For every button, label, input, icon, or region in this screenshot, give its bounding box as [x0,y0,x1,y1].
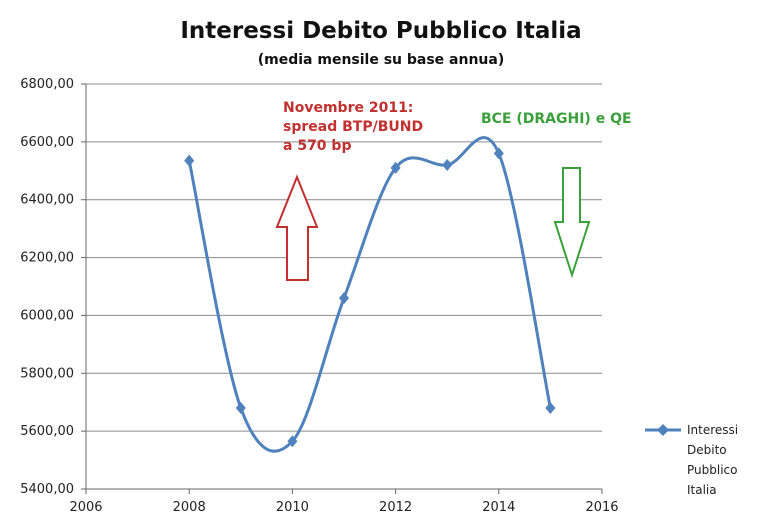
series-line [187,136,552,453]
x-tick-label: 2016 [585,500,618,515]
legend: Interessi Debito Pubblico Italia [645,423,738,497]
x-tick-labels: 2006 2008 2010 2012 2014 2016 [69,500,618,515]
green-annotation-text: BCE (DRAGHI) e QE [481,111,632,127]
data-point [442,159,453,171]
y-tick-label: 5800,00 [20,366,74,381]
y-tick-label: 5600,00 [20,424,74,439]
data-point [545,402,556,414]
green-annotation: BCE (DRAGHI) e QE [481,111,632,279]
series-layer [184,136,556,453]
red-annotation: Novembre 2011: spread BTP/BUND a 570 bp [275,100,423,281]
red-annotation-line-1: Novembre 2011: [283,100,413,116]
legend-label-line-1: Interessi [687,423,738,437]
y-tick-labels: 5400,00 5600,00 5800,00 6000,00 6200,00 6400,… [20,77,74,497]
y-tick-label: 6000,00 [20,308,74,323]
chart-title: Interessi Debito Pubblico Italia [180,18,581,44]
legend-label-line-4: Italia [687,483,717,497]
x-tick-label: 2012 [379,500,412,515]
gridlines [86,83,602,432]
green-down-arrow-icon [553,167,591,279]
x-tick-label: 2010 [276,500,309,515]
x-tick-label: 2008 [173,500,206,515]
legend-marker [657,424,669,436]
y-tick-label: 6600,00 [20,135,74,150]
data-point [287,435,298,448]
legend-label-line-3: Pubblico [687,463,737,477]
y-tick-label: 5400,00 [20,482,74,497]
red-up-arrow-icon [275,174,319,281]
y-tick-label: 6400,00 [20,193,74,208]
data-point [339,292,349,305]
y-tick-label: 6800,00 [20,77,74,92]
data-point [390,161,401,174]
data-point [235,402,246,414]
red-annotation-line-3: a 570 bp [283,138,351,154]
chart-subtitle: (media mensile su base annua) [258,52,505,68]
data-point [493,147,504,160]
red-annotation-line-2: spread BTP/BUND [283,119,423,135]
axes [81,83,603,494]
y-tick-label: 6200,00 [20,251,74,266]
x-tick-label: 2006 [69,500,102,515]
x-tick-label: 2014 [482,500,515,515]
data-point [184,154,195,167]
legend-label-line-2: Debito [687,443,727,457]
